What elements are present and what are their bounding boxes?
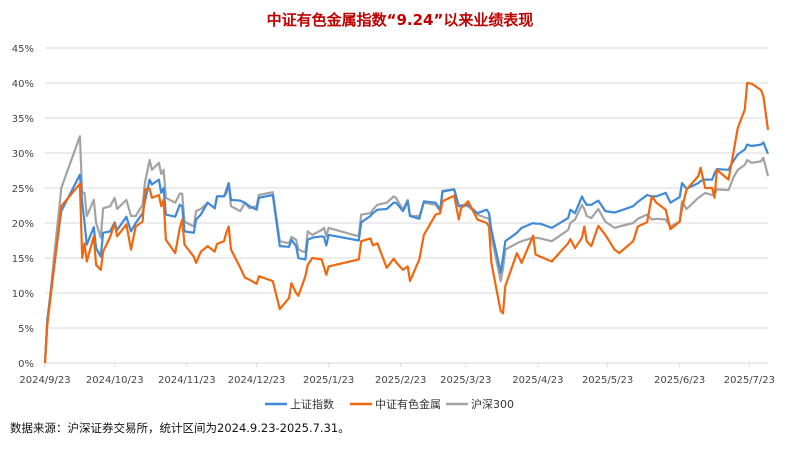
- x-tick-label: 2025/1/23: [303, 375, 354, 386]
- y-tick-label: 5%: [18, 324, 34, 335]
- x-tick-label: 2025/6/23: [654, 375, 705, 386]
- y-tick-label: 40%: [12, 79, 34, 90]
- series-line-0: [43, 141, 770, 364]
- y-tick-label: 45%: [12, 44, 34, 55]
- x-tick-label: 2025/2/23: [375, 375, 426, 386]
- series-line-2: [43, 135, 770, 364]
- x-tick-label: 2024/9/23: [19, 375, 70, 386]
- y-tick-label: 15%: [12, 254, 34, 265]
- x-tick-label: 2024/12/23: [228, 375, 286, 386]
- legend: 上证指数 中证有色金属 沪深300: [265, 397, 514, 411]
- source-note: 数据来源：沪深证券交易所，统计区间为2024.9.23-2025.7.31。: [10, 421, 350, 435]
- y-tick-label: 30%: [12, 149, 34, 160]
- x-tick-label: 2025/3/23: [440, 375, 491, 386]
- y-tick-label: 25%: [12, 184, 34, 195]
- y-tick-label: 10%: [12, 289, 34, 300]
- y-tick-label: 20%: [12, 219, 34, 230]
- legend-label: 沪深300: [471, 397, 514, 411]
- y-axis-ticks: 0% 5% 10% 15% 20% 25% 30% 35% 40% 45%: [12, 44, 34, 370]
- x-tick-label: 2024/10/23: [86, 375, 144, 386]
- x-tick-label: 2024/11/23: [158, 375, 216, 386]
- y-tick-label: 35%: [12, 114, 34, 125]
- chart-title: 中证有色金属指数“9.24”以来业绩表现: [267, 11, 534, 29]
- x-tick-label: 2025/7/23: [724, 375, 775, 386]
- legend-label: 上证指数: [290, 397, 334, 411]
- x-tick-label: 2025/4/23: [512, 375, 563, 386]
- x-axis-ticks: 2024/9/23 2024/10/23 2024/11/23 2024/12/23 2…: [19, 363, 775, 386]
- x-tick-label: 2025/5/23: [582, 375, 633, 386]
- y-tick-label: 0%: [18, 359, 34, 370]
- series-line-1: [43, 81, 770, 364]
- legend-label: 中证有色金属: [375, 397, 441, 411]
- series-lines: [43, 81, 770, 364]
